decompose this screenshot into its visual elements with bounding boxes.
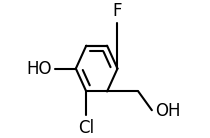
Text: F: F — [113, 2, 122, 20]
Text: OH: OH — [155, 102, 180, 120]
Text: Cl: Cl — [78, 119, 94, 137]
Text: HO: HO — [26, 60, 52, 78]
